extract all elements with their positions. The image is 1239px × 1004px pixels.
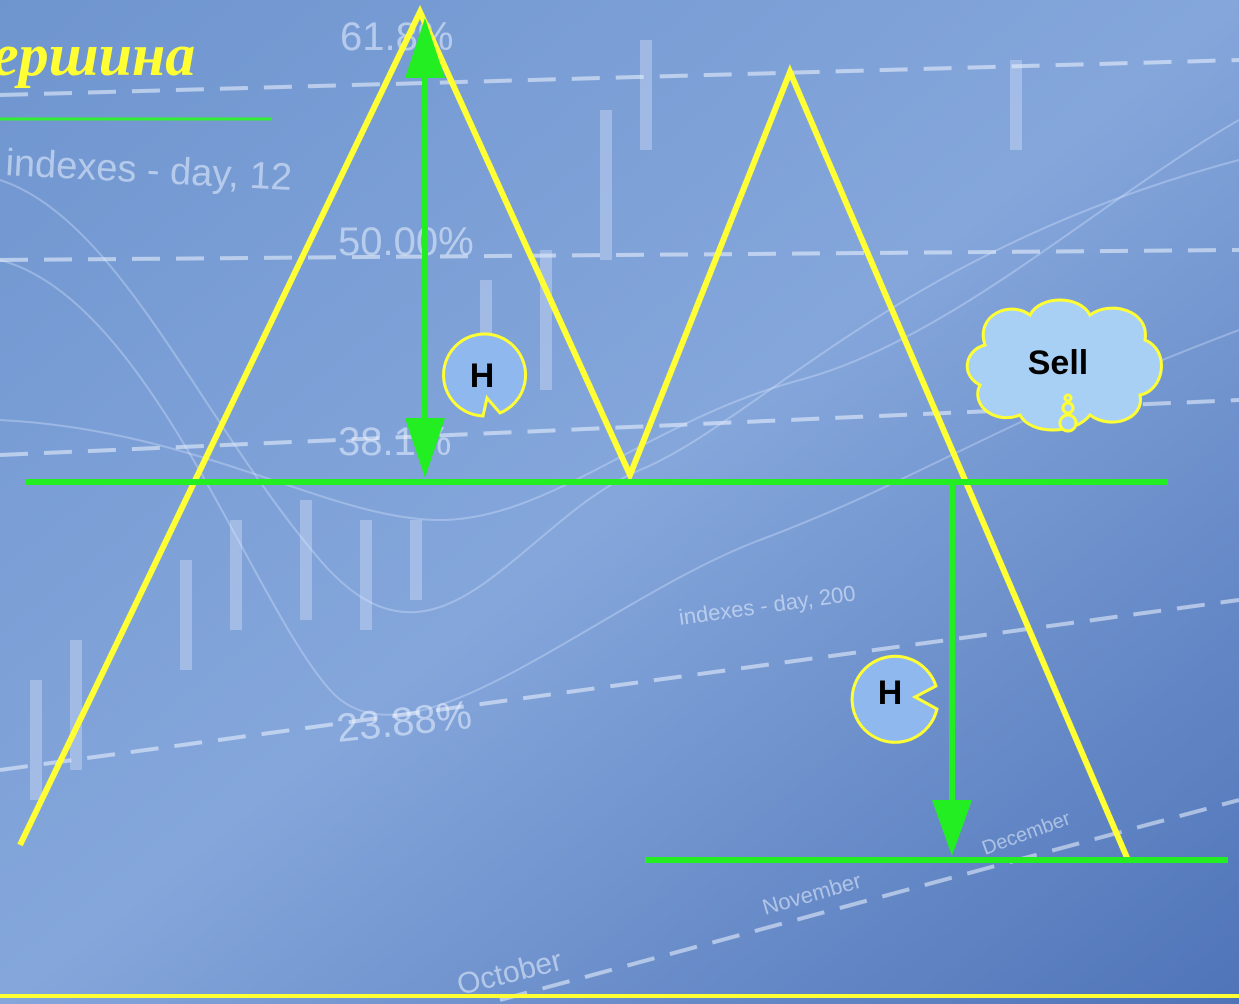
height-label: H: [470, 357, 495, 395]
level-label: 50.00%: [338, 220, 474, 264]
slide: 61.8% 50.00% 38.1% 23.88% indexes - day,…: [0, 0, 1239, 1004]
page: 61.8% 50.00% 38.1% 23.88% indexes - day,…: [0, 0, 1239, 1004]
height-label: H: [878, 674, 903, 712]
sell-label: Sell: [1028, 344, 1088, 382]
slide-title: ершина: [0, 22, 195, 88]
